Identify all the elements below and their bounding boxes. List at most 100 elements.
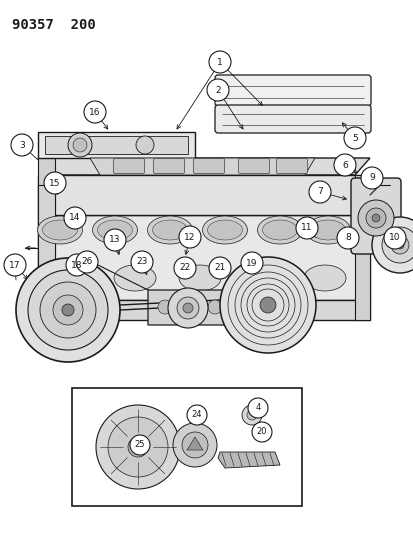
Circle shape — [76, 251, 98, 273]
Circle shape — [158, 300, 171, 314]
Text: 8: 8 — [344, 233, 350, 243]
Text: 17: 17 — [9, 261, 21, 270]
Circle shape — [242, 405, 261, 425]
Text: 19: 19 — [246, 259, 257, 268]
Circle shape — [360, 167, 382, 189]
Circle shape — [173, 423, 216, 467]
Ellipse shape — [310, 220, 345, 240]
Ellipse shape — [178, 265, 221, 291]
Polygon shape — [38, 300, 369, 320]
Circle shape — [209, 51, 230, 73]
Circle shape — [365, 208, 385, 228]
Text: 11: 11 — [301, 223, 312, 232]
Circle shape — [383, 227, 405, 249]
FancyBboxPatch shape — [214, 75, 370, 106]
Circle shape — [133, 442, 142, 452]
Ellipse shape — [303, 265, 345, 291]
Circle shape — [207, 300, 221, 314]
Ellipse shape — [147, 216, 192, 244]
Ellipse shape — [49, 265, 91, 291]
Circle shape — [188, 300, 202, 314]
Polygon shape — [354, 175, 369, 320]
Circle shape — [4, 254, 26, 276]
Circle shape — [84, 101, 106, 123]
Circle shape — [371, 214, 379, 222]
Text: 26: 26 — [81, 257, 93, 266]
Circle shape — [96, 405, 180, 489]
Ellipse shape — [202, 216, 247, 244]
Circle shape — [333, 154, 355, 176]
Text: 90357  200: 90357 200 — [12, 18, 95, 32]
Text: 12: 12 — [184, 232, 195, 241]
Circle shape — [247, 410, 256, 420]
Polygon shape — [90, 158, 314, 175]
Text: 16: 16 — [89, 108, 100, 117]
Polygon shape — [147, 290, 228, 325]
Text: 23: 23 — [136, 257, 147, 266]
Circle shape — [206, 79, 228, 101]
Circle shape — [131, 251, 153, 273]
Text: 2: 2 — [215, 85, 220, 94]
Polygon shape — [38, 215, 369, 300]
Text: 24: 24 — [191, 410, 202, 419]
Ellipse shape — [97, 220, 132, 240]
Circle shape — [178, 226, 201, 248]
Polygon shape — [38, 158, 369, 175]
FancyBboxPatch shape — [276, 158, 307, 174]
Text: 14: 14 — [69, 214, 81, 222]
Text: 20: 20 — [256, 427, 267, 437]
FancyBboxPatch shape — [350, 178, 400, 254]
Ellipse shape — [262, 220, 297, 240]
Text: 21: 21 — [214, 263, 225, 272]
Circle shape — [40, 282, 96, 338]
FancyBboxPatch shape — [193, 158, 224, 174]
Circle shape — [168, 288, 207, 328]
Text: 6: 6 — [341, 160, 347, 169]
Circle shape — [336, 227, 358, 249]
Polygon shape — [38, 132, 195, 158]
Ellipse shape — [257, 216, 302, 244]
Ellipse shape — [243, 265, 285, 291]
Bar — [72, 388, 301, 506]
Circle shape — [62, 304, 74, 316]
Circle shape — [173, 257, 195, 279]
Ellipse shape — [92, 216, 137, 244]
Text: 3: 3 — [19, 141, 25, 149]
Circle shape — [219, 257, 315, 353]
Circle shape — [390, 236, 408, 254]
Circle shape — [371, 217, 413, 273]
Text: 13: 13 — [109, 236, 121, 245]
Ellipse shape — [305, 216, 350, 244]
Circle shape — [182, 432, 207, 458]
Text: 4: 4 — [255, 403, 260, 413]
Text: 9: 9 — [368, 174, 374, 182]
Circle shape — [53, 295, 83, 325]
Circle shape — [11, 134, 33, 156]
Circle shape — [357, 200, 393, 236]
Circle shape — [252, 422, 271, 442]
Circle shape — [28, 270, 108, 350]
Circle shape — [73, 138, 87, 152]
FancyBboxPatch shape — [238, 158, 269, 174]
Polygon shape — [218, 452, 279, 468]
Circle shape — [66, 254, 88, 276]
Circle shape — [64, 207, 86, 229]
Circle shape — [209, 257, 230, 279]
Text: 7: 7 — [316, 188, 322, 197]
Text: 5: 5 — [351, 133, 357, 142]
Text: 22: 22 — [179, 263, 190, 272]
Polygon shape — [38, 158, 55, 320]
Polygon shape — [38, 175, 369, 215]
Circle shape — [68, 133, 92, 157]
Circle shape — [183, 303, 192, 313]
Text: 25: 25 — [134, 440, 145, 449]
Ellipse shape — [207, 220, 242, 240]
Circle shape — [240, 252, 262, 274]
Ellipse shape — [43, 220, 77, 240]
Circle shape — [381, 227, 413, 263]
Text: 18: 18 — [71, 261, 83, 270]
Circle shape — [130, 435, 150, 455]
Text: 10: 10 — [388, 233, 400, 243]
Polygon shape — [45, 136, 188, 154]
Circle shape — [44, 172, 66, 194]
